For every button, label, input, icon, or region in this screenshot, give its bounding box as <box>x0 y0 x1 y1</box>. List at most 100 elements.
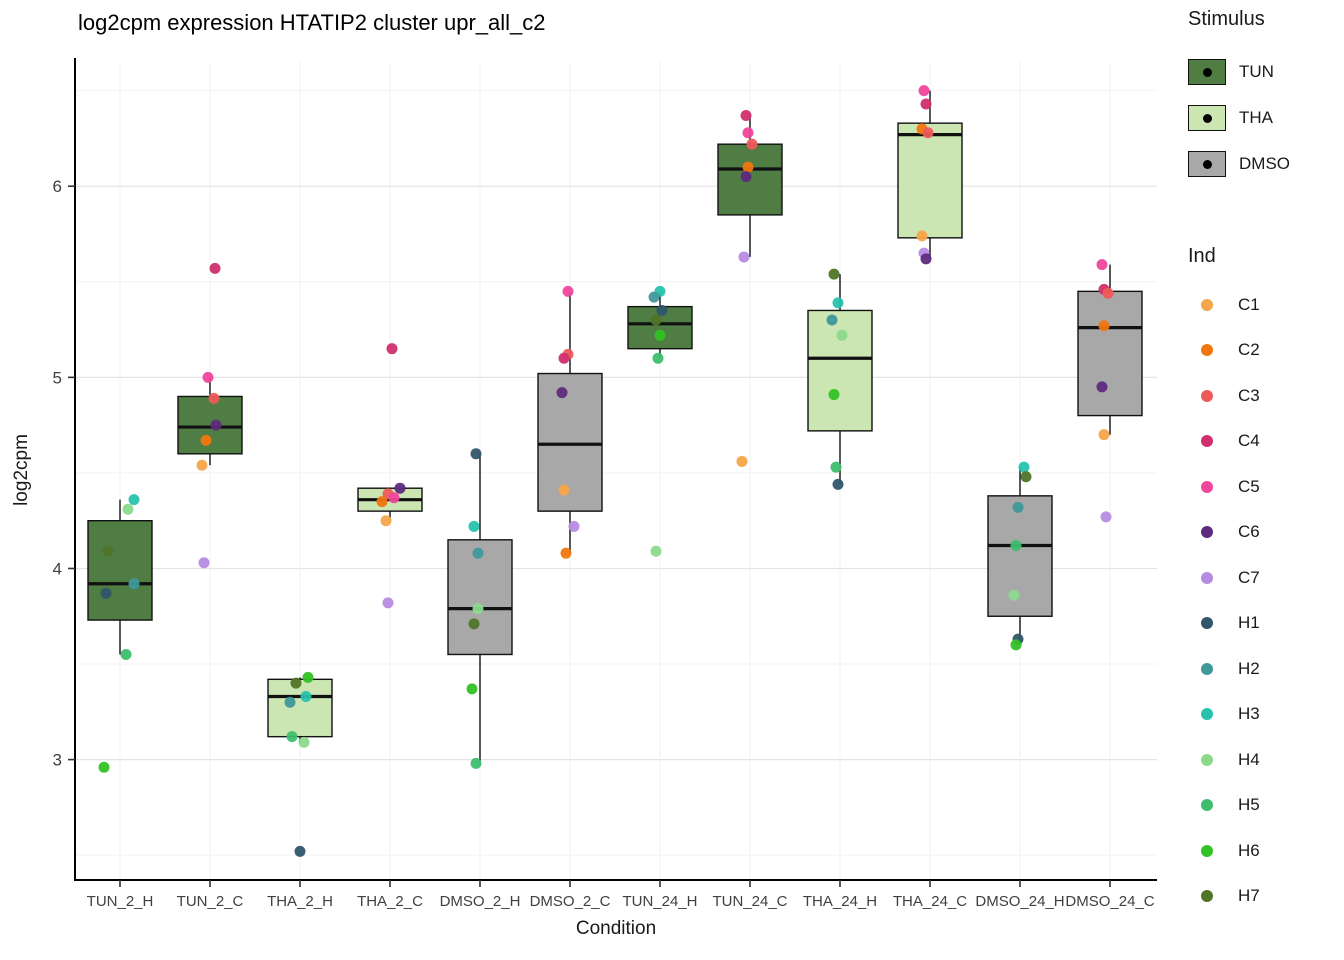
y-tick-label: 4 <box>53 559 62 578</box>
point-THA_24_C-C5 <box>918 85 930 97</box>
ind-legend-item-C1: C1 <box>1188 282 1338 328</box>
point-TUN_2_C-C7 <box>198 557 210 569</box>
point-THA_2_H-H7 <box>290 677 302 689</box>
point-THA_2_H-H5 <box>286 731 298 743</box>
point-DMSO_2_C-C1 <box>558 484 570 496</box>
point-THA_2_H-H4 <box>298 736 310 748</box>
point-THA_2_H-H6 <box>302 671 314 683</box>
box-THA_24_C <box>897 122 963 239</box>
point-TUN_24_C-C3 <box>746 138 758 150</box>
ind-dot-icon <box>1201 389 1213 402</box>
point-THA_24_C-C6 <box>920 253 932 265</box>
x-tick-label: TUN_24_H <box>622 893 697 910</box>
point-TUN_2_H-H1 <box>100 587 112 599</box>
point-DMSO_24_H-H2 <box>1012 501 1024 513</box>
point-TUN_24_H-H6 <box>654 329 666 341</box>
point-DMSO_2_C-C2 <box>560 547 572 559</box>
point-THA_24_H-H4 <box>836 329 848 341</box>
x-tick-label: TUN_2_C <box>177 893 244 910</box>
ind-dot-icon <box>1201 480 1213 493</box>
ind-legend-label: H1 <box>1238 613 1260 633</box>
ind-dot-icon <box>1201 753 1213 766</box>
point-TUN_2_C-C6 <box>210 419 222 431</box>
point-TUN_24_C-C7 <box>738 251 750 263</box>
point-THA_2_C-C1 <box>380 515 392 527</box>
stimulus-legend-label: DMSO <box>1239 154 1290 173</box>
point-THA_2_C-C6 <box>394 482 406 494</box>
ind-legend-label: H2 <box>1238 658 1260 678</box>
point-DMSO_2_H-H5 <box>470 757 482 769</box>
point-TUN_2_H-H4 <box>122 503 134 515</box>
point-TUN_24_H-H5 <box>652 352 664 364</box>
point-THA_2_C-C7 <box>382 597 394 609</box>
x-tick-label: THA_24_C <box>893 893 967 910</box>
stimulus-legend-label: THA <box>1239 108 1273 127</box>
point-TUN_24_H-H2 <box>648 291 660 303</box>
ind-legend-item-H2: H2 <box>1188 646 1338 692</box>
x-tick-label: THA_2_H <box>267 893 333 910</box>
ind-dot-icon <box>1201 298 1213 311</box>
ind-legend-item-C6: C6 <box>1188 510 1338 556</box>
point-TUN_2_C-C4 <box>209 262 221 274</box>
ind-legend-label: H6 <box>1238 840 1260 860</box>
point-DMSO_2_H-H6 <box>466 683 478 695</box>
point-TUN_2_C-C3 <box>208 392 220 404</box>
ind-dot-icon <box>1201 435 1213 448</box>
ind-dot-icon <box>1201 890 1213 903</box>
ind-dot-icon <box>1201 571 1213 584</box>
ind-dot-icon <box>1201 344 1213 357</box>
point-TUN_2_C-C5 <box>202 371 214 383</box>
ind-dot-icon <box>1201 617 1213 630</box>
box-DMSO_24_H <box>987 495 1053 617</box>
point-DMSO_2_H-H7 <box>468 618 480 630</box>
point-TUN_2_H-H7 <box>102 545 114 557</box>
box-DMSO_24_C <box>1077 290 1143 417</box>
point-DMSO_2_H-H4 <box>472 603 484 615</box>
point-TUN_24_H-H4 <box>650 545 662 557</box>
point-DMSO_2_C-C4 <box>558 352 570 364</box>
ind-legend-item-H4: H4 <box>1188 737 1338 783</box>
ind-dot-icon <box>1201 526 1213 539</box>
point-THA_24_C-C4 <box>920 98 932 110</box>
point-DMSO_24_H-H4 <box>1008 589 1020 601</box>
point-DMSO_24_C-C2 <box>1098 320 1110 332</box>
ind-legend-label: C6 <box>1238 522 1260 542</box>
point-TUN_24_H-H1 <box>656 304 668 316</box>
point-DMSO_24_H-H5 <box>1010 540 1022 552</box>
plot-area: 3 4 5 6 TUN_2_H TUN_2_C THA_2_H THA_2_C DMSO_2_H… <box>53 58 1157 910</box>
ind-legend-label: C2 <box>1238 340 1260 360</box>
key-dot-icon <box>1202 159 1212 169</box>
ind-legend-label: H3 <box>1238 704 1260 724</box>
boxplot-key-icon <box>1188 105 1226 131</box>
ind-legend-items: C1 C2 C3 C4 C5 C6 C7 H1 H2 H3 H4 H5 H6 H7 <box>1188 282 1338 919</box>
point-TUN_24_C-C4 <box>740 110 752 122</box>
point-TUN_2_C-C2 <box>200 434 212 446</box>
key-dot-icon <box>1202 67 1212 77</box>
x-tick-label: DMSO_24_H <box>975 893 1064 910</box>
y-tick-label: 5 <box>53 368 62 387</box>
stimulus-legend-items: TUN THA DMSO <box>1188 49 1338 187</box>
ind-legend-item-H3: H3 <box>1188 692 1338 738</box>
legend-panel: Stimulus TUN THA DMSO Ind C1 C2 C3 C4 C5 C6 C7 H1… <box>1188 8 1338 919</box>
point-TUN_2_C-C1 <box>196 459 208 471</box>
boxplot-key-icon <box>1188 59 1226 85</box>
box-DMSO_2_C <box>537 372 603 512</box>
point-THA_24_H-H2 <box>826 314 838 326</box>
ind-legend-item-C4: C4 <box>1188 419 1338 465</box>
point-DMSO_2_H-H3 <box>468 520 480 532</box>
x-tick-label: TUN_2_H <box>87 893 154 910</box>
ind-legend-item-C3: C3 <box>1188 373 1338 419</box>
ind-legend-label: C4 <box>1238 431 1260 451</box>
point-THA_24_H-H1 <box>832 478 844 490</box>
boxplot-key-icon <box>1188 151 1226 177</box>
box-THA_2_H <box>267 678 333 738</box>
ind-legend-item-C2: C2 <box>1188 328 1338 374</box>
point-DMSO_2_C-C5 <box>562 285 574 297</box>
point-THA_2_C-C2 <box>376 496 388 508</box>
stimulus-legend-label: TUN <box>1239 62 1274 81</box>
stimulus-legend-title: Stimulus <box>1188 8 1265 30</box>
key-dot-icon <box>1202 113 1212 123</box>
point-THA_24_C-C3 <box>922 127 934 139</box>
point-DMSO_24_H-H3 <box>1018 461 1030 473</box>
point-THA_2_C-C4 <box>386 343 398 355</box>
